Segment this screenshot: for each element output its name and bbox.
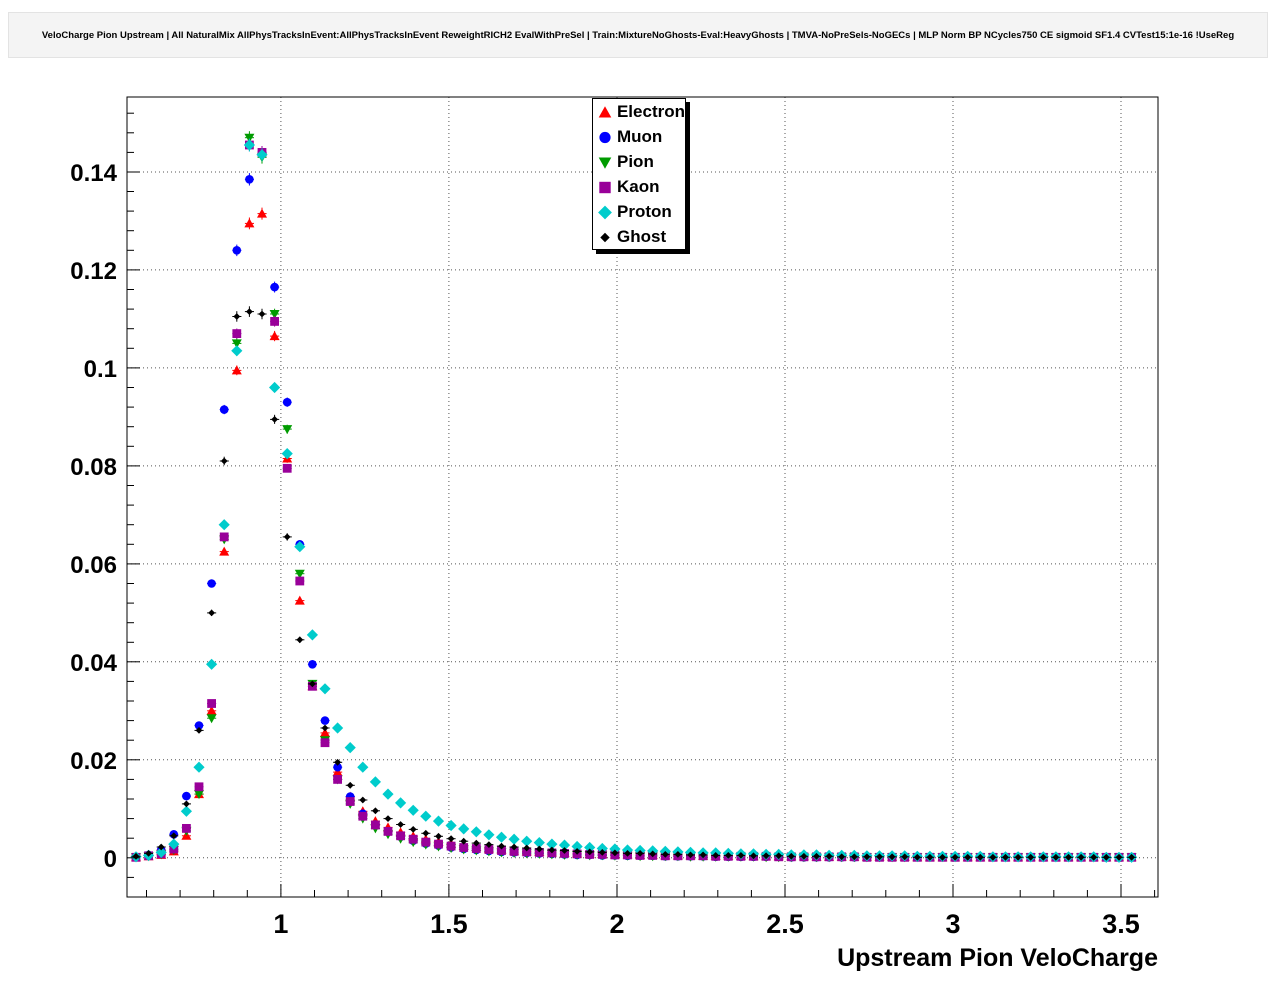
svg-text:0.04: 0.04 (70, 650, 117, 677)
diamond-icon (598, 205, 612, 219)
series-ghost (131, 306, 1137, 861)
svg-text:1: 1 (273, 909, 288, 939)
legend: Electron Muon Pion Kaon Proton Ghost (592, 98, 686, 250)
circle-icon (599, 131, 611, 143)
svg-text:0.14: 0.14 (70, 160, 117, 187)
legend-entry-label: Muon (617, 127, 663, 146)
plot-title: VeloCharge Pion Upstream | All NaturalMi… (8, 12, 1268, 58)
legend-entry-label: Kaon (617, 177, 660, 196)
legend-entry-label: Electron (616, 102, 685, 121)
svg-text:0.1: 0.1 (84, 356, 117, 383)
legend-entry-pion: Pion (593, 149, 685, 174)
square-icon (599, 181, 611, 193)
legend-entry-proton: Proton (593, 199, 685, 224)
svg-text:0.06: 0.06 (70, 552, 117, 579)
diamond-small-icon (600, 232, 610, 242)
legend-entry-ghost: Ghost (593, 224, 685, 249)
legend-entry-electron: Electron (593, 99, 685, 124)
series-muon (131, 146, 1137, 862)
legend-entry-label: Ghost (617, 227, 667, 246)
series-electron (131, 207, 1137, 862)
svg-text:0: 0 (104, 846, 117, 873)
svg-text:0.02: 0.02 (70, 748, 117, 775)
legend-entry-kaon: Kaon (593, 174, 685, 199)
triangle-down-icon (598, 156, 612, 169)
svg-text:1.5: 1.5 (430, 909, 468, 939)
legend-entry-label: Pion (617, 152, 654, 171)
legend-entry-label: Proton (617, 202, 672, 221)
svg-text:3.5: 3.5 (1102, 909, 1140, 939)
svg-text:2.5: 2.5 (766, 909, 804, 939)
svg-text:0.12: 0.12 (70, 258, 117, 285)
triangle-up-icon (598, 105, 612, 118)
legend-entry-muon: Muon (593, 124, 685, 149)
svg-text:2: 2 (609, 909, 624, 939)
svg-text:3: 3 (945, 909, 960, 939)
x-axis-title: Upstream Pion VeloCharge (837, 944, 1158, 972)
svg-text:0.08: 0.08 (70, 454, 117, 481)
